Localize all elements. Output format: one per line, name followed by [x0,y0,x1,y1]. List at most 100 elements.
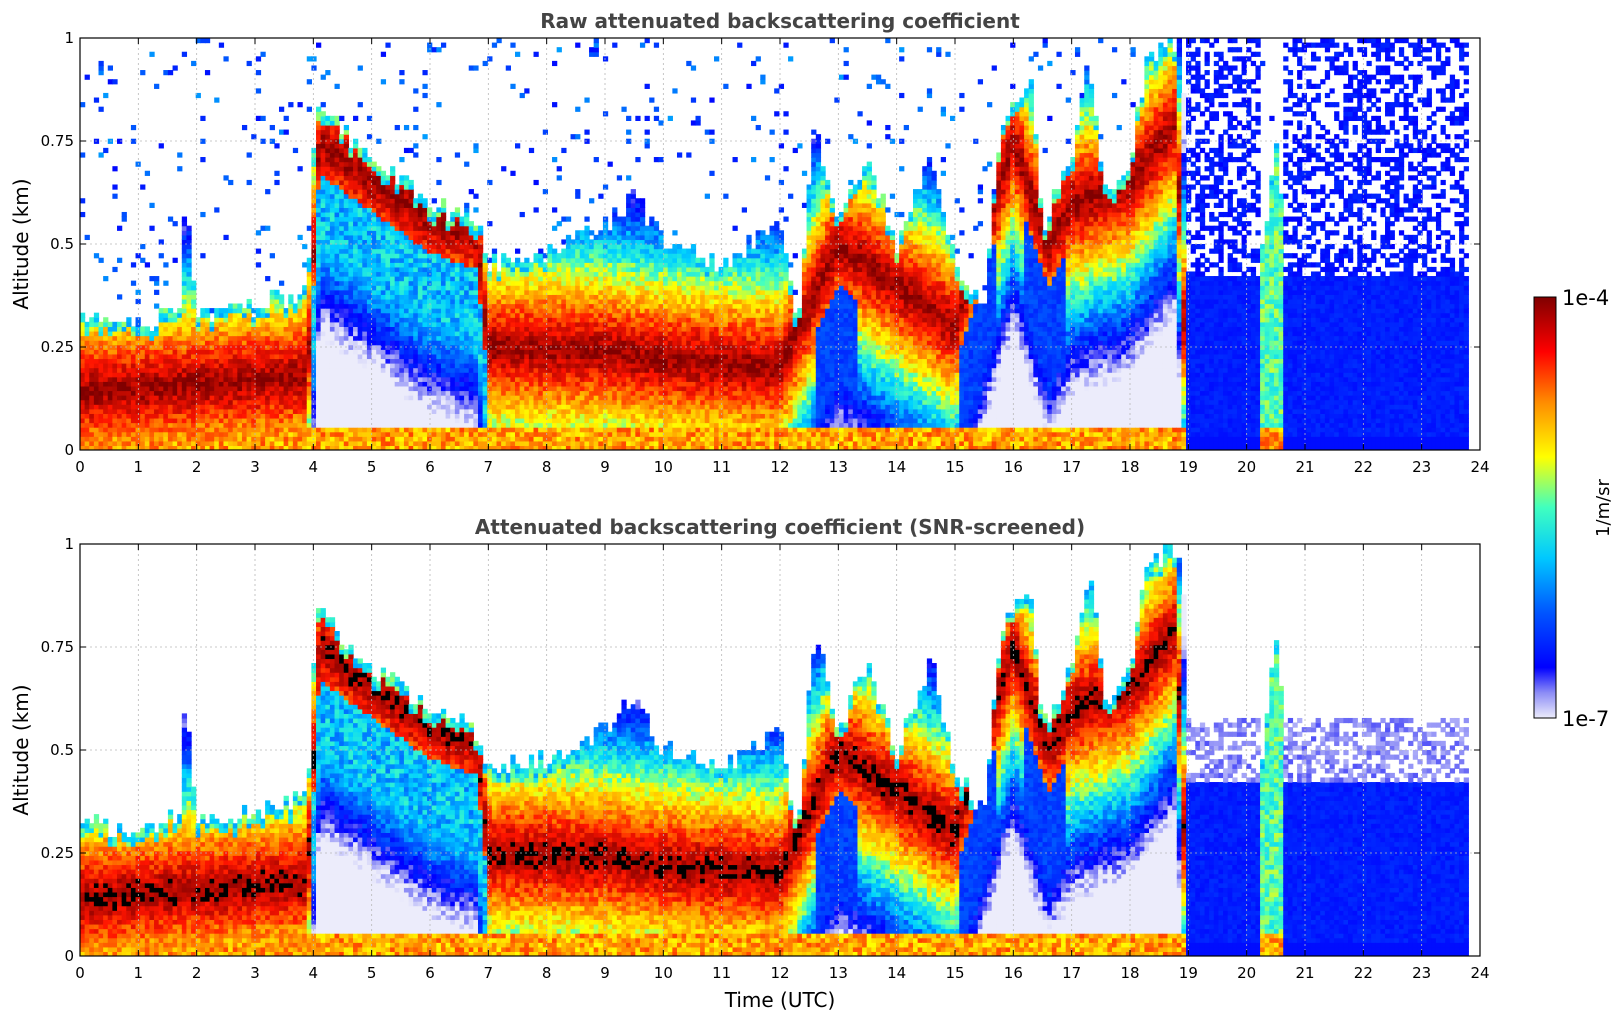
heatmap-cell [575,422,581,428]
heatmap-cell [445,436,451,442]
heatmap-cell [343,372,350,378]
heatmap-cell [390,285,396,291]
heatmap-cell [107,381,113,387]
heatmap-cell [496,422,502,428]
heatmap-cell [320,111,326,117]
heatmap-cell [343,298,350,305]
heatmap-cell [408,244,414,250]
heatmap-cell [200,321,206,327]
heatmap-cell [140,340,146,346]
heatmap-cell [440,431,447,437]
heatmap-cell [334,326,340,332]
heatmap-cell [297,166,303,172]
heatmap-cell [510,381,516,387]
heatmap-cell [431,303,437,309]
heatmap-cell [477,285,484,291]
heatmap-cell [385,330,391,337]
heatmap-cell [399,376,405,382]
heatmap-cell [353,330,359,337]
heatmap-cell [353,395,359,401]
heatmap-cell [464,262,470,268]
heatmap-cell [306,225,312,231]
heatmap-cell [385,303,391,309]
heatmap-cell [311,266,317,273]
heatmap-cell [246,330,252,337]
heatmap-cell [334,161,340,167]
heatmap-cell [117,376,123,382]
heatmap-cell [269,138,275,144]
heatmap-cell [255,422,262,428]
heatmap-cell [209,385,215,392]
heatmap-cell [473,367,479,373]
heatmap-cell [357,276,363,282]
heatmap-cell [524,276,530,282]
heatmap-cell [334,143,340,149]
heatmap-cell [329,440,336,447]
heatmap-cell [468,189,474,195]
heatmap-cell [218,417,225,424]
heatmap-cell [468,385,474,392]
heatmap-cell [246,413,252,419]
heatmap-cell [362,170,368,176]
heatmap-cell [348,266,354,273]
heatmap-cell [325,335,331,341]
heatmap-cell [191,298,197,305]
heatmap-cell [121,408,127,414]
heatmap-cell [329,376,336,382]
heatmap-cell [515,376,521,382]
heatmap-cell [84,381,90,387]
heatmap-cell [561,298,567,305]
heatmap-cell [556,317,562,323]
heatmap-cell [515,317,521,323]
heatmap-cell [228,308,234,314]
heatmap-cell [103,395,109,401]
heatmap-cell [408,427,414,433]
heatmap-cell [343,321,350,327]
heatmap-cell [459,417,465,424]
heatmap-cell [403,312,410,318]
heatmap-cell [468,280,474,286]
heatmap-cell [107,440,113,447]
heatmap-cell [316,289,322,295]
heatmap-cell [501,262,507,268]
heatmap-cell [177,376,183,382]
heatmap-cell [440,399,447,405]
heatmap-cell [149,367,155,373]
heatmap-cell [186,340,192,346]
heatmap-cell [200,344,206,350]
heatmap-cell [246,326,252,332]
heatmap-cell [325,353,331,360]
heatmap-cell [468,271,474,277]
heatmap-cell [251,417,257,424]
heatmap-cell [533,51,539,57]
heatmap-cell [376,225,382,231]
heatmap-cell [302,303,308,309]
heatmap-cell [204,408,211,414]
heatmap-cell [445,225,451,231]
heatmap-cell [320,124,326,131]
heatmap-cell [339,298,345,305]
heatmap-cell [399,234,405,241]
heatmap-cell [394,193,400,199]
heatmap-cell [218,413,225,419]
heatmap-cell [380,349,387,355]
heatmap-cell [251,358,257,364]
heatmap-cell [228,363,234,369]
heatmap-cell [348,298,354,305]
heatmap-cell [528,266,535,273]
heatmap-cell [353,216,359,222]
heatmap-cell [399,326,405,332]
heatmap-cell [339,285,345,291]
heatmap-cell [302,358,308,364]
heatmap-cell [325,138,331,144]
heatmap-cell [348,427,354,433]
heatmap-cell [403,335,410,341]
heatmap-cell [491,408,498,414]
heatmap-cell [320,211,326,218]
heatmap-cell [473,65,479,71]
heatmap-cell [561,253,567,259]
heatmap-cell [561,422,567,428]
heatmap-cell [181,367,188,373]
heatmap-cell [195,38,201,44]
heatmap-cell [464,317,470,323]
